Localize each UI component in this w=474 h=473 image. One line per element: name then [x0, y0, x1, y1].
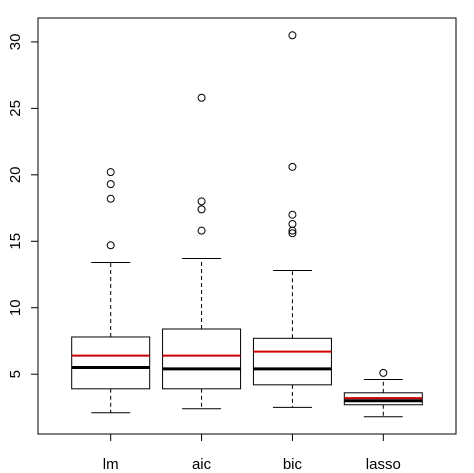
box-lm: [71, 168, 151, 414]
boxes-layer: [71, 31, 423, 418]
x-tick-label: aic: [192, 456, 212, 473]
outlier-point: [288, 220, 297, 229]
plot-area-frame: [37, 17, 457, 435]
x-axis: lm aic bic lasso: [103, 434, 401, 473]
outlier-point: [288, 162, 297, 171]
outlier-point: [106, 180, 115, 189]
y-axis: 5 10 15 20 25 30: [7, 34, 38, 378]
outlier-point: [197, 197, 206, 206]
outlier-point: [379, 368, 388, 377]
x-tick-label: lm: [103, 456, 119, 473]
outlier-point: [106, 194, 115, 203]
outlier-point: [288, 210, 297, 219]
iqr-box: [71, 336, 151, 390]
outlier-point: [288, 31, 297, 40]
iqr-box: [162, 328, 242, 390]
box-bic: [252, 31, 332, 408]
y-tick-label: 20: [7, 166, 24, 183]
box-aic: [162, 93, 242, 410]
iqr-box: [252, 337, 332, 386]
outlier-point: [288, 229, 297, 238]
x-tick-label: bic: [283, 456, 303, 473]
outlier-point: [197, 205, 206, 214]
y-tick-label: 15: [7, 233, 24, 250]
y-tick-label: 10: [7, 299, 24, 316]
outlier-point: [106, 168, 115, 177]
y-tick-label: 5: [7, 370, 24, 378]
outlier-point: [106, 241, 115, 250]
outlier-point: [197, 93, 206, 102]
y-tick-label: 25: [7, 100, 24, 117]
box-lasso: [343, 368, 423, 418]
y-tick-label: 30: [7, 34, 24, 51]
outlier-point: [197, 226, 206, 235]
x-tick-label: lasso: [366, 456, 401, 473]
